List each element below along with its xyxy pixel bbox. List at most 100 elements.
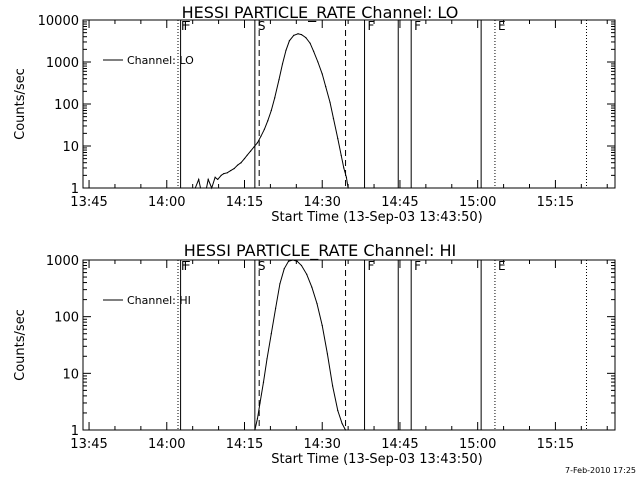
event-marker-label: E: [498, 19, 506, 33]
data-point: [266, 358, 268, 360]
y-tick-label: 100: [54, 98, 79, 113]
y-tick-label: 10000: [38, 14, 79, 29]
data-point: [256, 417, 259, 420]
data-point: [279, 283, 281, 285]
plot-frame: [82, 259, 616, 431]
data-point: [343, 167, 345, 169]
data-point: [194, 187, 196, 189]
event-marker-label: F: [368, 19, 375, 33]
data-point: [300, 264, 303, 267]
event-marker-label: F: [368, 259, 375, 273]
data-point: [214, 176, 216, 178]
data-point: [270, 333, 272, 335]
data-point: [236, 164, 239, 166]
data-point: [331, 385, 334, 387]
event-marker-label: F: [414, 259, 421, 273]
plot-frame: [82, 19, 616, 189]
data-point: [226, 172, 228, 174]
data-point: [223, 173, 225, 175]
data-point: [326, 353, 329, 355]
event-marker-label: S: [258, 259, 266, 273]
data-point: [246, 154, 248, 156]
x-tick-label: 15:15: [537, 195, 574, 210]
x-tick-label: 14:15: [226, 195, 263, 210]
data-point: [270, 109, 272, 112]
data-point: [230, 169, 232, 172]
data-point: [233, 167, 235, 170]
x-axis-label: Start Time (13-Sep-03 13:43:50): [271, 452, 482, 467]
plot-1: 1 10 100 1000 10000 13:45 14:00 14:15 14:30 14:45…: [13, 14, 616, 225]
data-point: [259, 402, 261, 404]
plot-2: 1 10 100 1000 13:45 14:00 14:15 14:30 14:45 15:00…: [13, 254, 616, 467]
y-axis-label: Counts/sec: [13, 68, 28, 140]
plot-2-title: HESSI PARTICLE_RATE Channel: HI: [183, 241, 457, 260]
data-point: [340, 154, 342, 156]
x-tick-label: 15:00: [459, 195, 496, 210]
data-point: [283, 268, 285, 270]
event-marker-label: F: [414, 19, 421, 33]
data-point: [274, 97, 276, 99]
data-point: [207, 178, 209, 181]
x-tick-label: 13:45: [70, 195, 107, 210]
data-point: [297, 33, 299, 35]
event-marker-label: F: [184, 259, 191, 273]
data-point: [256, 142, 259, 144]
data-point: [292, 259, 294, 261]
data-point: [267, 120, 269, 122]
y-axis-label: Counts/sec: [13, 309, 28, 381]
data-point: [306, 273, 308, 275]
y-tick-label: 1000: [46, 254, 79, 269]
data-point: [205, 187, 208, 189]
data-point: [260, 135, 262, 137]
data-point: [285, 49, 287, 51]
data-point: [199, 187, 202, 189]
data-point: [332, 117, 335, 120]
x-tick-label: 14:30: [303, 437, 340, 452]
data-point: [317, 61, 319, 63]
data-point: [321, 324, 323, 327]
event-marker-label: F: [181, 19, 188, 33]
legend-label: Channel: HI: [127, 294, 191, 307]
event-marker-label: S: [258, 19, 266, 33]
y-tick-label: 10: [62, 367, 79, 382]
data-point: [345, 176, 348, 178]
x-tick-label: 14:15: [226, 437, 263, 452]
event-marker-label: F: [184, 19, 191, 33]
data-point: [316, 303, 318, 305]
data-point: [288, 40, 291, 42]
data-point: [263, 128, 265, 130]
data-point: [217, 178, 219, 181]
data-point: [249, 150, 252, 152]
data-point: [337, 138, 339, 140]
footer-timestamp: 7-Feb-2010 17:25: [565, 466, 636, 475]
data-point: [198, 178, 200, 181]
data-point: [293, 34, 295, 36]
x-tick-label: 14:00: [148, 195, 185, 210]
data-point: [344, 429, 347, 431]
x-tick-label: 15:00: [459, 437, 496, 452]
data-point: [347, 187, 349, 189]
event-marker-label: F: [181, 259, 188, 273]
y-tick-label: 1: [71, 424, 79, 439]
data-point: [300, 33, 303, 36]
plot-1-title: HESSI PARTICLE_RATE Channel: LO: [181, 3, 459, 22]
data-point: [287, 260, 290, 262]
y-tick-label: 10: [62, 140, 79, 155]
data-point: [254, 429, 256, 431]
data-point: [325, 85, 327, 88]
data-point: [274, 307, 277, 309]
y-tick-label: 100: [54, 311, 79, 326]
data-point: [281, 63, 284, 65]
data-point: [253, 146, 255, 148]
data-point: [278, 79, 280, 81]
x-tick-label: 14:45: [381, 195, 418, 210]
data-point: [220, 174, 222, 176]
y-tick-label: 1: [71, 182, 79, 197]
data-point: [311, 286, 313, 288]
data-point: [211, 187, 213, 189]
x-tick-label: 14:00: [148, 437, 185, 452]
event-marker-label: E: [498, 259, 506, 273]
data-point: [305, 37, 307, 39]
x-tick-label: 15:15: [537, 437, 574, 452]
